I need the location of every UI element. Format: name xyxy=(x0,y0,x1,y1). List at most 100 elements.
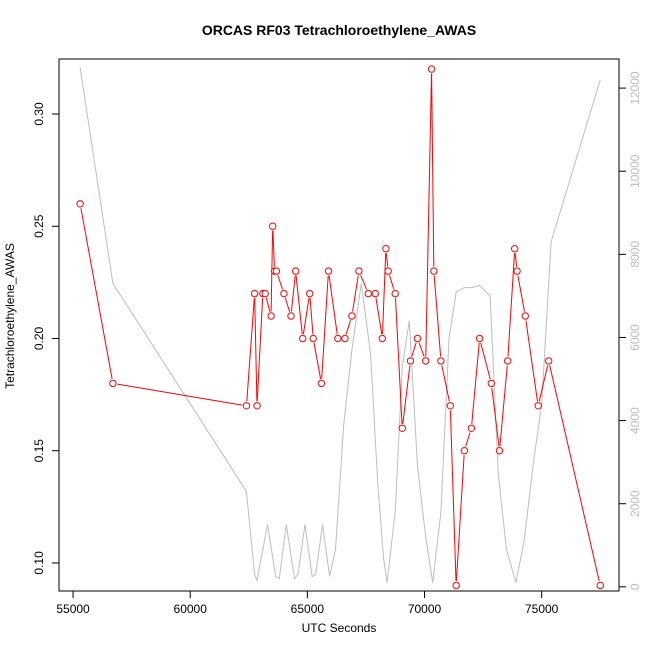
series-segment xyxy=(321,275,329,379)
y-tick-label: 0.30 xyxy=(32,102,46,126)
series-segment xyxy=(284,297,291,312)
series-segment xyxy=(549,365,600,582)
series-segment xyxy=(402,365,411,424)
data-point xyxy=(299,334,307,343)
series-segment xyxy=(360,275,368,290)
series-segment xyxy=(389,275,395,290)
data-point xyxy=(378,334,386,343)
data-point xyxy=(261,289,269,298)
series-segment xyxy=(425,73,432,357)
data-point xyxy=(371,289,379,298)
series-segment xyxy=(441,365,450,402)
y2-tick-label: 4000 xyxy=(628,407,642,434)
data-point xyxy=(511,245,519,253)
data-point xyxy=(430,267,438,275)
data-point xyxy=(596,581,604,590)
y2-tick-label: 10000 xyxy=(628,154,642,188)
series-segment xyxy=(80,208,113,379)
y-tick-label: 0.25 xyxy=(32,214,46,238)
series-segment xyxy=(433,275,442,357)
data-point xyxy=(272,267,281,275)
plot-frame xyxy=(58,58,620,592)
data-point xyxy=(460,447,469,455)
series-segment xyxy=(265,297,271,312)
data-point xyxy=(422,357,430,365)
data-point xyxy=(446,402,454,410)
series-segment xyxy=(256,298,264,402)
data-point xyxy=(391,289,399,298)
x-axis-label: UTC Seconds xyxy=(302,621,377,635)
series-segment xyxy=(525,320,538,402)
data-point xyxy=(309,334,317,343)
data-point xyxy=(76,200,84,208)
series-segment xyxy=(418,342,425,357)
data-point xyxy=(250,289,259,298)
series-segment xyxy=(302,297,310,335)
x-tick-label: 75000 xyxy=(525,602,559,616)
chart-title: ORCAS RF03 Tetrachloroethylene_AWAS xyxy=(202,22,476,38)
series-segment xyxy=(517,275,525,312)
y2-tick-label: 0 xyxy=(628,583,642,590)
primary-series-layer xyxy=(76,65,604,590)
data-point xyxy=(253,402,261,410)
series-segment xyxy=(272,230,275,267)
series-segment xyxy=(290,275,296,312)
series-segment xyxy=(465,432,471,447)
y-axis-label: Tetrachloroethylene_AWAS xyxy=(3,243,17,389)
series-segment xyxy=(254,298,258,402)
series-segment xyxy=(309,298,314,335)
series-segment xyxy=(507,253,515,357)
data-point xyxy=(495,447,504,455)
series-segment xyxy=(295,275,303,335)
series-segment xyxy=(328,275,338,335)
series-segment xyxy=(382,253,387,335)
series-segment xyxy=(385,253,389,267)
series-segment xyxy=(449,410,457,581)
series-segment xyxy=(471,342,480,424)
data-point xyxy=(504,357,512,365)
series-segment xyxy=(480,342,491,380)
data-point xyxy=(427,65,436,73)
series-segment xyxy=(491,387,500,447)
data-point xyxy=(317,379,326,388)
data-point xyxy=(334,334,342,343)
data-point xyxy=(406,357,415,365)
series-segment xyxy=(538,365,549,402)
y-tick-label: 0.10 xyxy=(32,551,46,575)
x-tick-label: 55000 xyxy=(56,602,90,616)
x-tick-label: 60000 xyxy=(174,602,208,616)
data-point xyxy=(534,402,542,410)
data-point xyxy=(413,334,422,343)
data-point xyxy=(306,289,314,298)
data-point xyxy=(398,424,406,432)
series-segment xyxy=(345,320,351,335)
secondary-series-layer xyxy=(79,67,601,583)
y2-tick-label: 6000 xyxy=(628,324,642,351)
altitude-series-line xyxy=(79,67,601,583)
data-point xyxy=(467,424,476,432)
secondary-y-axis: 0 2000 4000 6000 8000 10000 12000 xyxy=(619,71,642,590)
series-segment xyxy=(277,275,283,290)
data-point xyxy=(269,222,277,230)
series-segment xyxy=(352,275,359,312)
data-point xyxy=(487,379,495,388)
data-point xyxy=(382,245,390,253)
data-point xyxy=(348,312,356,320)
series-segment xyxy=(411,342,417,357)
x-axis: 55000 60000 65000 70000 75000 xyxy=(56,591,559,616)
data-point xyxy=(355,267,363,275)
x-tick-label: 65000 xyxy=(291,602,325,616)
data-point xyxy=(292,267,300,275)
data-point xyxy=(267,312,275,320)
series-segment xyxy=(455,455,465,581)
data-point xyxy=(513,267,521,275)
data-point xyxy=(341,334,349,343)
series-segment xyxy=(313,342,322,379)
data-point xyxy=(364,289,372,298)
y2-tick-label: 2000 xyxy=(628,490,642,517)
data-point xyxy=(545,357,553,365)
data-point xyxy=(437,357,445,365)
series-segment xyxy=(117,383,243,406)
data-point xyxy=(280,289,288,298)
